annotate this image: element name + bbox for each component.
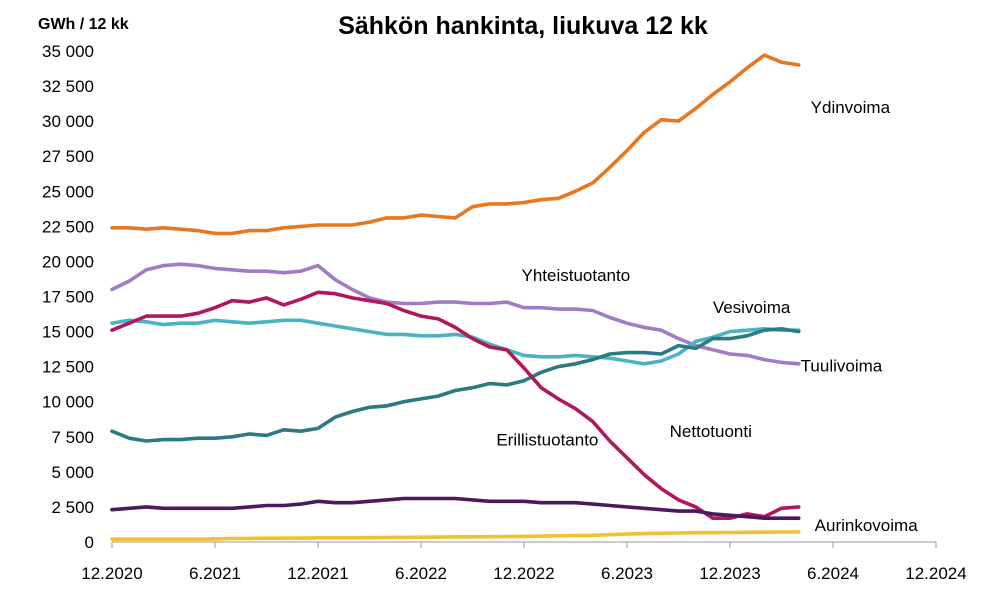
y-axis: 0 2 500 5 000 7 500 10 000 12 500 15 000 17 500… xyxy=(42,42,94,552)
y-tick-label: 7 500 xyxy=(51,428,94,447)
series-label-nettotuonti: Nettotuonti xyxy=(670,422,752,441)
series-label-ydinvoima: Ydinvoima xyxy=(811,98,891,117)
series-label-erillistuotanto: Erillistuotanto xyxy=(496,431,598,450)
series-label-vesivoima: Vesivoima xyxy=(713,298,791,317)
y-tick-label: 0 xyxy=(85,533,94,552)
y-tick-label: 22 500 xyxy=(42,217,94,236)
y-axis-unit-label: GWh / 12 kk xyxy=(38,16,129,33)
series-line-tuulivoima xyxy=(110,326,801,443)
y-tick-label: 10 000 xyxy=(42,393,94,412)
y-tick-label: 5 000 xyxy=(51,463,94,482)
y-tick-label: 15 000 xyxy=(42,323,94,342)
x-tick-label: 12.2021 xyxy=(287,564,348,583)
y-tick-label: 2 500 xyxy=(51,498,94,517)
y-tick-label: 27 500 xyxy=(42,147,94,166)
series-line-yhteistuotanto xyxy=(110,262,801,366)
series-line-ydinvoima xyxy=(110,53,801,236)
x-tick-label: 12.2022 xyxy=(493,564,554,583)
x-axis: 12.2020 6.2021 12.2021 6.2022 12.2022 6.2023 1… xyxy=(81,541,967,583)
y-tick-label: 25 000 xyxy=(42,182,94,201)
x-tick-label: 6.2022 xyxy=(395,564,447,583)
x-tick-label: 12.2020 xyxy=(81,564,142,583)
series-lines xyxy=(110,53,801,542)
x-tick-label: 12.2023 xyxy=(699,564,760,583)
y-tick-label: 17 500 xyxy=(42,288,94,307)
y-tick-label: 12 500 xyxy=(42,358,94,377)
series-label-yhteistuotanto: Yhteistuotanto xyxy=(522,266,631,285)
y-tick-label: 30 000 xyxy=(42,112,94,131)
series-line-nettotuonti xyxy=(110,290,801,521)
series-line-aurinkovoima xyxy=(110,530,801,542)
x-tick-label: 6.2021 xyxy=(189,564,241,583)
series-label-aurinkovoima: Aurinkovoima xyxy=(815,516,919,535)
y-tick-label: 35 000 xyxy=(42,42,94,61)
series-labels: Ydinvoima Yhteistuotanto Vesivoima Tuulivoi… xyxy=(496,98,918,535)
x-tick-label: 6.2024 xyxy=(807,564,859,583)
x-tick-label: 6.2023 xyxy=(601,564,653,583)
series-label-tuulivoima: Tuulivoima xyxy=(801,357,883,376)
chart-title: Sähkön hankinta, liukuva 12 kk xyxy=(338,12,708,40)
x-tick-label: 12.2024 xyxy=(905,564,966,583)
series-line-vesivoima xyxy=(110,318,801,366)
series-line-erillistuotanto xyxy=(110,496,801,521)
y-tick-label: 20 000 xyxy=(42,252,94,271)
y-tick-label: 32 500 xyxy=(42,77,94,96)
